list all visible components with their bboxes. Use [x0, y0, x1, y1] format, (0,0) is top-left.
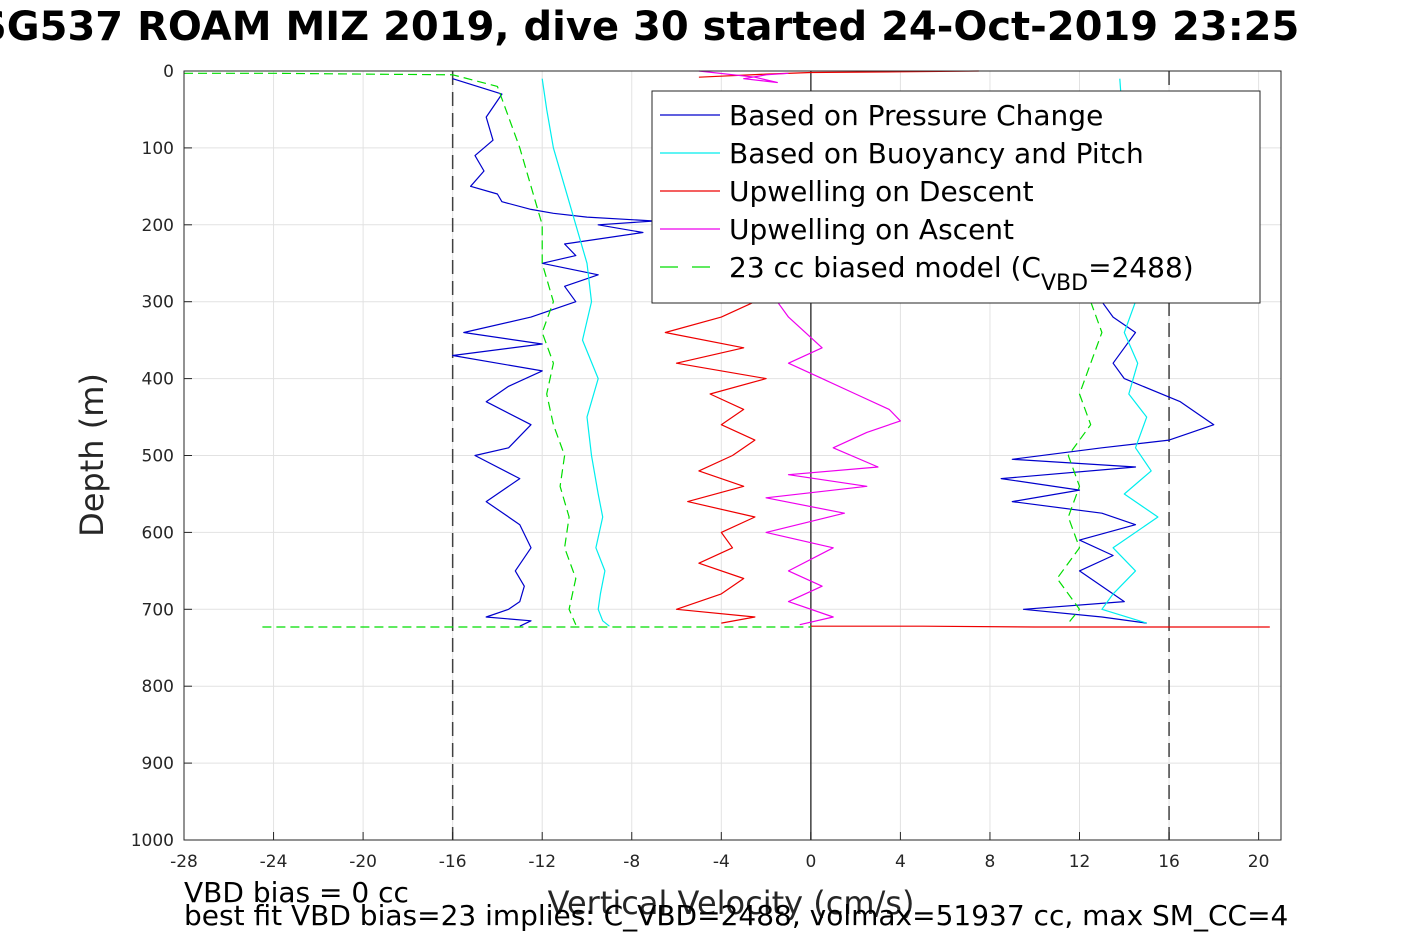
series-line-4 [184, 72, 577, 625]
x-tick-label: 20 [1248, 852, 1270, 872]
y-tick-label: 400 [142, 370, 174, 390]
series-line-2 [698, 70, 979, 78]
legend-label: Upwelling on Descent [729, 175, 1034, 208]
y-tick-label: 0 [163, 62, 174, 82]
y-tick-label: 600 [142, 523, 174, 543]
legend-label: Based on Buoyancy and Pitch [729, 137, 1144, 170]
x-tick-label: 4 [895, 852, 906, 872]
series-line-3 [765, 301, 902, 626]
footer-vbd-bias: VBD bias = 0 cc [184, 876, 409, 909]
series-group [184, 70, 1270, 628]
series-line-2 [664, 301, 767, 624]
legend: Based on Pressure Change Based on Buoyanc… [651, 90, 1261, 304]
series-line-3 [698, 70, 789, 84]
x-tick-labels: -28 -24 -20 -16 -12 -8 -4 0 4 8 12 16 20 [170, 832, 1269, 872]
y-tick-label: 200 [142, 216, 174, 236]
x-tick-label: 16 [1158, 852, 1180, 872]
y-tick-label: 1000 [131, 831, 174, 851]
x-tick-label: 8 [985, 852, 996, 872]
series-line-0 [1000, 301, 1215, 624]
x-tick-label: -28 [170, 852, 198, 872]
x-tick-label: 12 [1069, 852, 1091, 872]
series-line-2 [810, 625, 1270, 628]
y-tick-label: 700 [142, 600, 174, 620]
y-tick-labels: 0 100 200 300 400 500 600 700 800 900 1000 [131, 62, 192, 851]
series-line-0 [452, 78, 655, 627]
x-tick-label: -24 [260, 852, 288, 872]
legend-label: 23 cc biased model (CVBD=2488) [729, 251, 1194, 296]
y-tick-label: 300 [142, 293, 174, 313]
x-tick-label: -4 [713, 852, 730, 872]
x-axis-label: Vertical Velocity (cm/s) [548, 884, 915, 922]
series-line-4 [1056, 301, 1103, 624]
x-tick-label: -8 [623, 852, 640, 872]
footer-best-fit: best fit VBD bias=23 implies: C_VBD=2488… [184, 899, 1289, 932]
legend-box [651, 90, 1261, 304]
x-tick-label: 0 [805, 852, 816, 872]
y-tick-label: 100 [142, 139, 174, 159]
y-tick-label: 800 [142, 677, 174, 697]
y-tick-label: 900 [142, 754, 174, 774]
series-line-1 [1101, 78, 1159, 624]
y-tick-label: 500 [142, 447, 174, 467]
y-axis-label: Depth (m) [73, 373, 111, 537]
legend-label: Upwelling on Ascent [729, 213, 1014, 246]
chart-title: SG537 ROAM MIZ 2019, dive 30 started 24-… [0, 4, 1300, 50]
x-tick-label: -20 [349, 852, 377, 872]
legend-label: Based on Pressure Change [729, 99, 1103, 132]
x-tick-label: -16 [439, 852, 467, 872]
series-line-1 [541, 78, 610, 627]
x-tick-label: -12 [528, 852, 556, 872]
